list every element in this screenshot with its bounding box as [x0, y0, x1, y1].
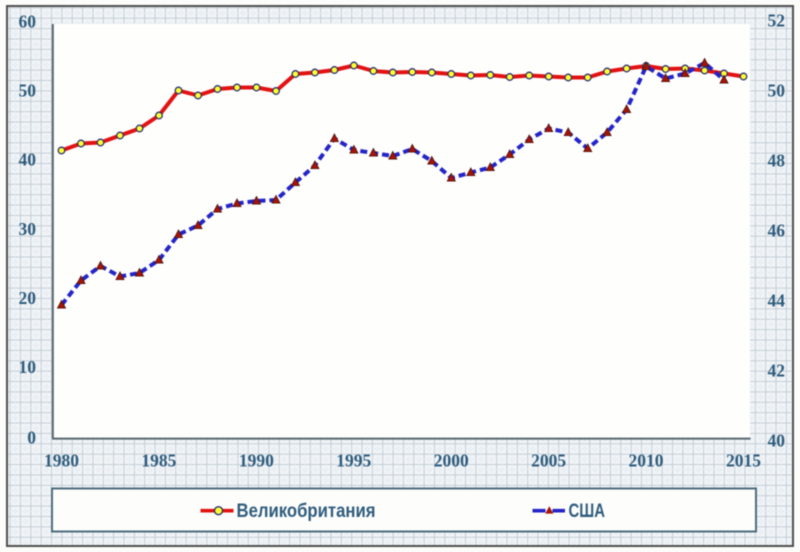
svg-text:2010: 2010: [629, 451, 664, 471]
svg-text:30: 30: [19, 219, 37, 239]
svg-text:1990: 1990: [239, 451, 274, 471]
svg-text:2005: 2005: [531, 451, 566, 471]
svg-text:42: 42: [768, 361, 786, 381]
svg-text:США: США: [569, 501, 606, 522]
svg-text:Великобритания: Великобритания: [237, 501, 376, 522]
svg-text:50: 50: [768, 80, 786, 100]
svg-text:40: 40: [19, 150, 37, 170]
svg-text:60: 60: [19, 12, 37, 32]
svg-text:44: 44: [768, 291, 786, 311]
svg-text:40: 40: [768, 431, 786, 451]
svg-text:1980: 1980: [44, 451, 79, 471]
svg-text:2015: 2015: [726, 451, 761, 471]
svg-text:2000: 2000: [434, 451, 469, 471]
svg-text:10: 10: [19, 357, 37, 377]
svg-text:20: 20: [19, 288, 37, 308]
svg-text:1985: 1985: [141, 451, 176, 471]
svg-text:1995: 1995: [336, 451, 371, 471]
svg-text:0: 0: [27, 428, 36, 448]
svg-text:50: 50: [19, 81, 37, 101]
svg-text:46: 46: [768, 221, 786, 241]
svg-text:52: 52: [768, 10, 786, 30]
svg-text:48: 48: [768, 150, 786, 170]
